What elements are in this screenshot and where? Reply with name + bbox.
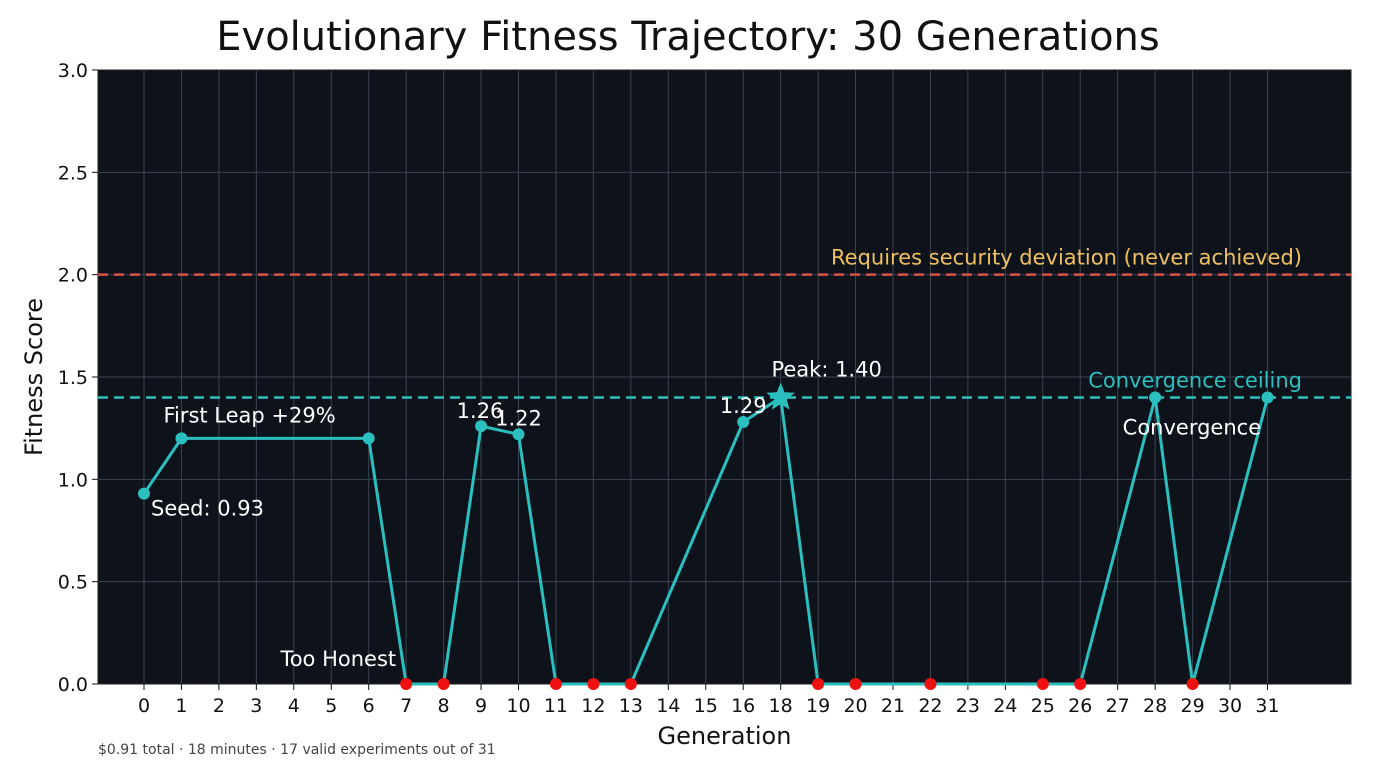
x-tick-label: 28 (1143, 695, 1167, 717)
x-tick-label: 29 (1181, 695, 1205, 717)
x-tick-label: 11 (544, 695, 568, 717)
x-tick-label: 12 (581, 695, 605, 717)
x-tick-label: 27 (1106, 695, 1130, 717)
failed-point (587, 678, 600, 690)
x-tick-label: 18 (769, 695, 793, 717)
x-tick-label: 7 (400, 695, 412, 717)
annotation-label: 1.26 (457, 399, 504, 423)
failed-point (812, 678, 825, 690)
y-axis-title: Fitness Score (20, 298, 48, 456)
x-tick-label: 0 (138, 695, 150, 717)
x-tick-label: 4 (288, 695, 300, 717)
x-tick-label: 31 (1255, 695, 1279, 717)
failed-point (1036, 678, 1049, 690)
x-axis-title: Generation (658, 722, 792, 750)
x-tick-label: 19 (806, 695, 830, 717)
x-tick-label: 5 (325, 695, 337, 717)
y-tick-label: 1.0 (58, 469, 88, 491)
annotation-label: First Leap +29% (163, 403, 335, 427)
y-tick-label: 2.0 (58, 265, 88, 287)
annotation-label: 1.29 (720, 394, 767, 418)
x-tick-label: 9 (475, 695, 487, 717)
annotation-label: Too Honest (279, 647, 396, 671)
x-tick-label: 21 (881, 695, 905, 717)
valid-point (362, 432, 375, 445)
x-tick-label: 15 (694, 695, 718, 717)
x-tick-label: 6 (363, 695, 375, 717)
valid-point (1149, 391, 1162, 404)
failed-point (924, 678, 937, 690)
x-tick-label: 30 (1218, 695, 1242, 717)
footer-summary: $0.91 total · 18 minutes · 17 valid expe… (98, 742, 496, 758)
x-tick-label: 20 (843, 695, 867, 717)
x-tick-label: 8 (438, 695, 450, 717)
y-tick-label: 0.5 (58, 572, 88, 594)
annotation-label: Convergence (1123, 415, 1261, 439)
x-tick-label: 25 (1031, 695, 1055, 717)
y-tick-label: 0.0 (58, 674, 88, 696)
peak-star-marker (766, 382, 795, 410)
annotation-label: Peak: 1.40 (771, 357, 881, 381)
fitness-series-line (142, 395, 1269, 686)
annotation-label: Seed: 0.93 (151, 497, 264, 521)
y-tick-label: 3.0 (58, 60, 88, 82)
valid-point (1261, 391, 1274, 404)
failed-point (1186, 678, 1199, 690)
valid-point (175, 432, 188, 445)
x-tick-label: 22 (918, 695, 942, 717)
x-tick-label: 1 (175, 695, 187, 717)
x-tick-label: 26 (1068, 695, 1092, 717)
y-tick-label: 2.5 (58, 162, 88, 184)
x-tick-label: 2 (213, 695, 225, 717)
x-tick-label: 10 (506, 695, 530, 717)
x-tick-label: 3 (250, 695, 262, 717)
failed-point (849, 678, 862, 690)
convergence-ceiling-label: Convergence ceiling (1088, 368, 1302, 392)
failed-point (624, 678, 637, 690)
x-tick-label: 14 (656, 695, 680, 717)
failed-point (1074, 678, 1087, 690)
valid-point (512, 428, 525, 441)
failed-point (400, 678, 413, 690)
failed-point (437, 678, 450, 690)
x-tick-label: 24 (993, 695, 1017, 717)
annotation-label: 1.22 (495, 406, 542, 430)
valid-point (138, 487, 150, 500)
y-tick-label: 1.5 (58, 367, 88, 389)
x-tick-label: 13 (619, 695, 643, 717)
failed-point (549, 678, 562, 690)
valid-point (475, 420, 488, 433)
valid-point (737, 416, 750, 429)
chart-title: Evolutionary Fitness Trajectory: 30 Gene… (216, 14, 1160, 60)
security-deviation-label: Requires security deviation (never achie… (831, 246, 1302, 270)
x-tick-label: 16 (731, 695, 755, 717)
x-tick-label: 23 (956, 695, 980, 717)
